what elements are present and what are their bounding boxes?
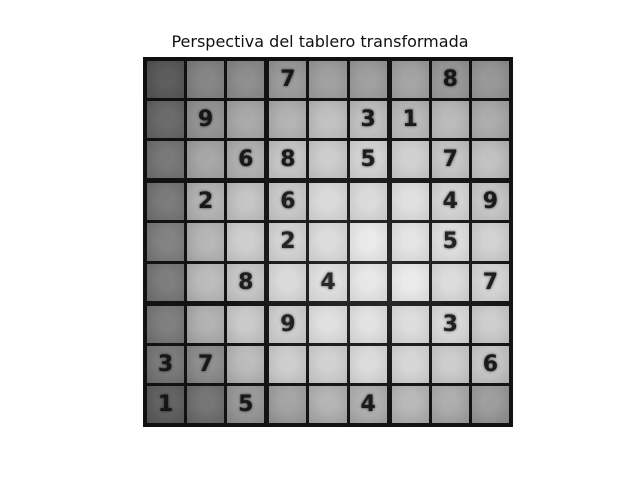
sudoku-cell <box>309 183 347 221</box>
sudoku-cell <box>309 305 347 343</box>
sudoku-cell <box>309 101 347 139</box>
sudoku-cell <box>391 305 429 343</box>
sudoku-cell <box>269 345 307 383</box>
sudoku-cell <box>391 385 429 423</box>
sudoku-cell <box>431 263 469 301</box>
sudoku-cell <box>349 263 387 301</box>
sudoku-cell <box>471 101 509 139</box>
sudoku-cell: 1 <box>391 101 429 139</box>
sudoku-cell: 7 <box>269 61 307 99</box>
sudoku-cell <box>471 223 509 261</box>
sudoku-cell <box>309 61 347 99</box>
sudoku-cell: 1 <box>147 385 185 423</box>
sudoku-cell: 6 <box>227 141 265 179</box>
sudoku-cell: 9 <box>471 183 509 221</box>
sudoku-cell: 6 <box>269 183 307 221</box>
sudoku-cell <box>187 141 225 179</box>
sudoku-cell <box>471 141 509 179</box>
sudoku-cell: 2 <box>269 223 307 261</box>
sudoku-cell <box>147 183 185 221</box>
sudoku-cell <box>349 183 387 221</box>
sudoku-cell <box>147 61 185 99</box>
sudoku-cell <box>309 141 347 179</box>
sudoku-cell <box>349 223 387 261</box>
sudoku-cell <box>187 305 225 343</box>
sudoku-cell <box>471 61 509 99</box>
sudoku-cell <box>187 263 225 301</box>
sudoku-cell: 4 <box>349 385 387 423</box>
sudoku-cell <box>147 223 185 261</box>
sudoku-cell: 9 <box>187 101 225 139</box>
sudoku-cell <box>391 223 429 261</box>
sudoku-cell: 6 <box>471 345 509 383</box>
sudoku-cell <box>471 385 509 423</box>
sudoku-cell <box>431 385 469 423</box>
sudoku-cell: 9 <box>269 305 307 343</box>
sudoku-cell: 8 <box>269 141 307 179</box>
sudoku-cell <box>147 263 185 301</box>
sudoku-cell <box>187 61 225 99</box>
sudoku-cell <box>227 61 265 99</box>
sudoku-cell <box>431 101 469 139</box>
sudoku-cell <box>147 305 185 343</box>
sudoku-cell: 7 <box>431 141 469 179</box>
sudoku-cell <box>309 385 347 423</box>
sudoku-cell: 4 <box>431 183 469 221</box>
sudoku-cell <box>391 183 429 221</box>
sudoku-cell <box>391 141 429 179</box>
sudoku-cell <box>309 345 347 383</box>
sudoku-cell: 4 <box>309 263 347 301</box>
sudoku-cell <box>187 223 225 261</box>
sudoku-cell: 5 <box>431 223 469 261</box>
sudoku-cell: 7 <box>187 345 225 383</box>
sudoku-cell <box>471 305 509 343</box>
sudoku-cell <box>391 61 429 99</box>
sudoku-cell <box>391 263 429 301</box>
sudoku-cell <box>269 101 307 139</box>
sudoku-cell <box>147 141 185 179</box>
sudoku-cell <box>147 101 185 139</box>
sudoku-cell <box>227 101 265 139</box>
sudoku-cell <box>227 305 265 343</box>
sudoku-cell: 5 <box>349 141 387 179</box>
sudoku-cell <box>269 385 307 423</box>
sudoku-cell: 3 <box>431 305 469 343</box>
sudoku-cell: 8 <box>227 263 265 301</box>
sudoku-cell: 2 <box>187 183 225 221</box>
sudoku-cell <box>187 385 225 423</box>
sudoku-cell: 8 <box>431 61 469 99</box>
sudoku-cell <box>269 263 307 301</box>
figure-title: Perspectiva del tablero transformada <box>171 32 469 51</box>
sudoku-cell <box>227 223 265 261</box>
sudoku-cell: 3 <box>349 101 387 139</box>
sudoku-cell: 5 <box>227 385 265 423</box>
sudoku-cell: 3 <box>147 345 185 383</box>
sudoku-cell <box>349 305 387 343</box>
sudoku-cell <box>431 345 469 383</box>
sudoku-cell: 7 <box>471 263 509 301</box>
sudoku-cell <box>349 345 387 383</box>
sudoku-cell <box>227 345 265 383</box>
sudoku-cell <box>227 183 265 221</box>
sudoku-cell <box>349 61 387 99</box>
sudoku-cell <box>391 345 429 383</box>
sudoku-cell <box>309 223 347 261</box>
